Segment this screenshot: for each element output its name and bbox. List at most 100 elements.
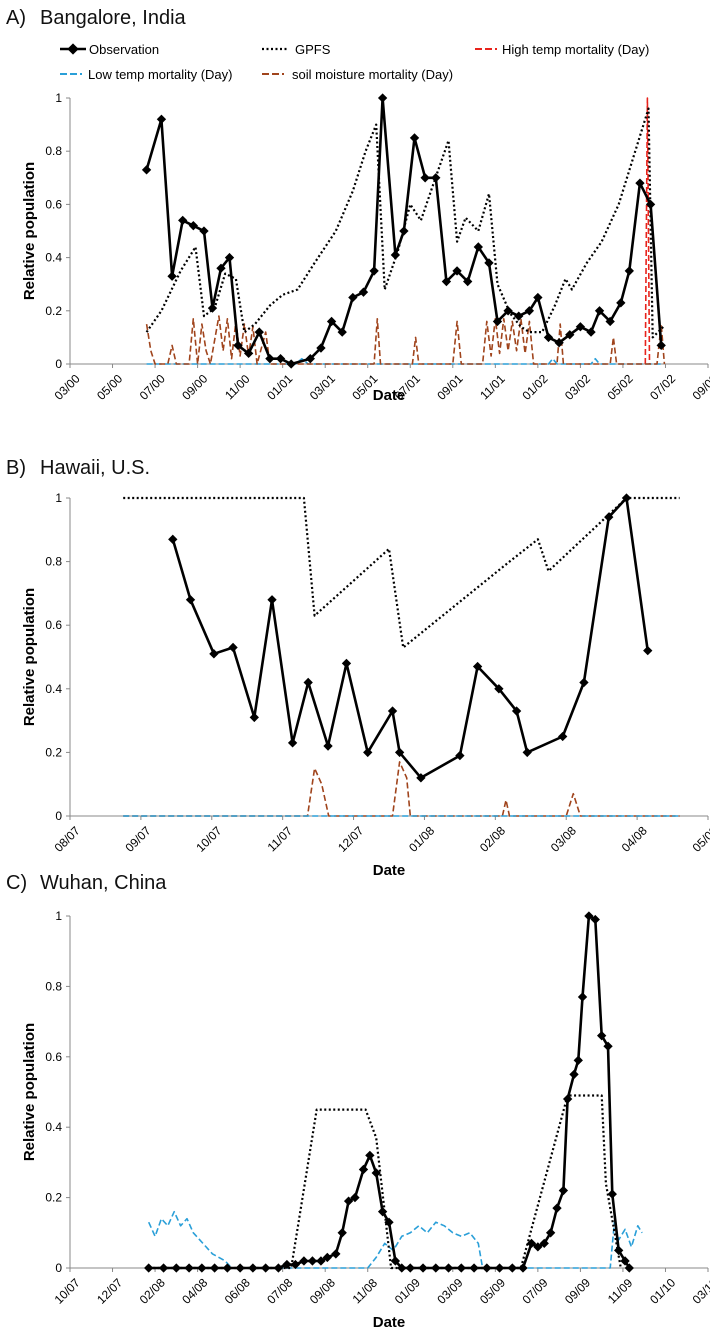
data-point-observation — [358, 287, 369, 297]
series-line-soil-moisture-mortality-day — [123, 761, 680, 817]
legend-item-soil-moisture: soil moisture mortality (Day) — [262, 67, 453, 82]
legend-label-low-temp: Low temp mortality (Day) — [88, 67, 232, 82]
x-tick-label: 01/09 — [392, 1275, 423, 1306]
x-tick-label: 08/07 — [52, 823, 83, 854]
x-tick-label: 09/09 — [562, 1275, 593, 1306]
legend-item-gpfs: GPFS — [262, 42, 331, 57]
data-point-observation — [341, 658, 352, 669]
series-line-high-temp-mortality-day — [644, 97, 651, 365]
y-axis-title: Relative population — [21, 1023, 38, 1161]
data-point-observation — [265, 354, 275, 364]
x-axis-title: Date — [373, 387, 406, 404]
data-point-observation — [503, 306, 513, 316]
data-point-observation — [405, 1263, 415, 1273]
data-point-observation — [456, 1263, 466, 1273]
data-point-observation — [579, 677, 589, 688]
data-point-observation — [348, 292, 358, 303]
data-point-observation — [484, 258, 494, 268]
data-point-observation — [575, 322, 586, 332]
data-point-observation — [144, 1263, 154, 1273]
x-tick-label: 11/01 — [477, 372, 508, 403]
data-point-observation — [350, 1192, 360, 1203]
data-point-observation — [323, 741, 333, 751]
series-line-soil-moisture-mortality-day — [145, 315, 666, 365]
data-point-observation — [337, 1228, 347, 1238]
data-point-observation — [569, 1069, 579, 1080]
data-point-observation — [463, 276, 473, 287]
panel-hawaii: B) Hawaii, U.S. 0 0.2 0.4 0.6 0.8 1 08/07 09/07… — [6, 457, 710, 879]
y-tick-label: 0.6 — [45, 197, 62, 211]
x-axis-title: Date — [373, 1314, 406, 1331]
x-tick-label: 09/01 — [434, 371, 465, 402]
y-axis-title: Relative population — [21, 588, 38, 726]
data-point-observation — [303, 677, 313, 688]
data-point-observation — [377, 1207, 388, 1217]
data-point-observation — [399, 226, 409, 236]
data-point-observation — [645, 199, 656, 210]
x-tick-label: 05/08 — [690, 823, 710, 854]
y-tick-label: 0.6 — [45, 1050, 62, 1064]
data-point-observation — [197, 1263, 207, 1273]
data-point-observation — [365, 1150, 375, 1161]
data-point-observation — [524, 306, 535, 316]
data-point-observation — [431, 1263, 441, 1273]
data-point-observation — [390, 1256, 401, 1266]
series-line-gpfs — [148, 1094, 622, 1270]
x-tick-label: 03/01 — [307, 371, 338, 402]
data-point-observation — [390, 250, 401, 260]
x-axis-title: Date — [373, 862, 406, 879]
data-point-observation — [331, 1249, 341, 1259]
panel-label-c: C) — [6, 872, 27, 894]
y-tick-label: 0.2 — [45, 745, 62, 759]
data-point-observation — [443, 1263, 454, 1273]
y-tick-label: 0 — [55, 809, 62, 823]
data-point-observation — [233, 340, 243, 351]
data-point-observation — [224, 252, 235, 263]
data-point-observation — [243, 348, 254, 359]
data-point-observation — [326, 316, 337, 327]
x-tick-label: 05/02 — [605, 371, 636, 402]
data-point-observation — [316, 1256, 326, 1266]
data-point-observation — [178, 215, 188, 226]
data-point-observation — [358, 1164, 369, 1175]
data-point-observation — [624, 266, 634, 276]
x-tick-label: 03/10 — [690, 1275, 710, 1306]
x-tick-label: 12/07 — [94, 1275, 125, 1306]
data-point-observation — [207, 303, 218, 313]
series-line-observation — [148, 914, 631, 1270]
x-tick-label: 03/00 — [52, 371, 83, 402]
data-point-observation — [565, 330, 575, 340]
data-point-observation — [522, 747, 532, 758]
data-point-observation — [394, 747, 405, 758]
data-point-observation — [452, 266, 462, 276]
data-point-observation — [248, 1263, 258, 1273]
x-tick-label: 06/08 — [222, 1275, 253, 1306]
legend-item-low-temp: Low temp mortality (Day) — [60, 67, 232, 82]
x-tick-label: 03/02 — [562, 371, 593, 402]
data-point-observation — [316, 343, 326, 353]
x-tick-label: 09/08 — [307, 1275, 338, 1306]
data-point-observation — [596, 1031, 607, 1041]
data-point-observation — [167, 271, 177, 281]
data-point-observation — [307, 1256, 318, 1266]
y-tick-label: 0.2 — [45, 1191, 62, 1205]
data-point-observation — [209, 1263, 220, 1273]
x-tick-label: 09/07 — [122, 823, 153, 854]
x-tick-label: 05/00 — [94, 371, 125, 402]
x-tick-label: 09/02 — [690, 371, 710, 402]
x-tick-label: 07/09 — [519, 1275, 550, 1306]
series-line-low-temp-mortality-day — [147, 1210, 643, 1269]
data-point-observation — [287, 738, 298, 748]
x-tick-label: 04/08 — [179, 1275, 210, 1306]
legend: Observation GPFS High temp mortality (Da… — [60, 42, 649, 82]
series-line-gpfs — [145, 107, 665, 339]
data-point-observation — [469, 1263, 479, 1273]
y-tick-label: 0.4 — [45, 682, 62, 696]
data-point-observation — [267, 595, 277, 605]
data-point-observation — [249, 712, 259, 723]
x-tick-label: 12/07 — [335, 823, 366, 854]
data-point-observation — [420, 173, 430, 183]
x-tick-label: 01/08 — [406, 823, 437, 854]
x-tick-label: 11/08 — [350, 1276, 381, 1307]
data-point-observation — [141, 165, 152, 175]
